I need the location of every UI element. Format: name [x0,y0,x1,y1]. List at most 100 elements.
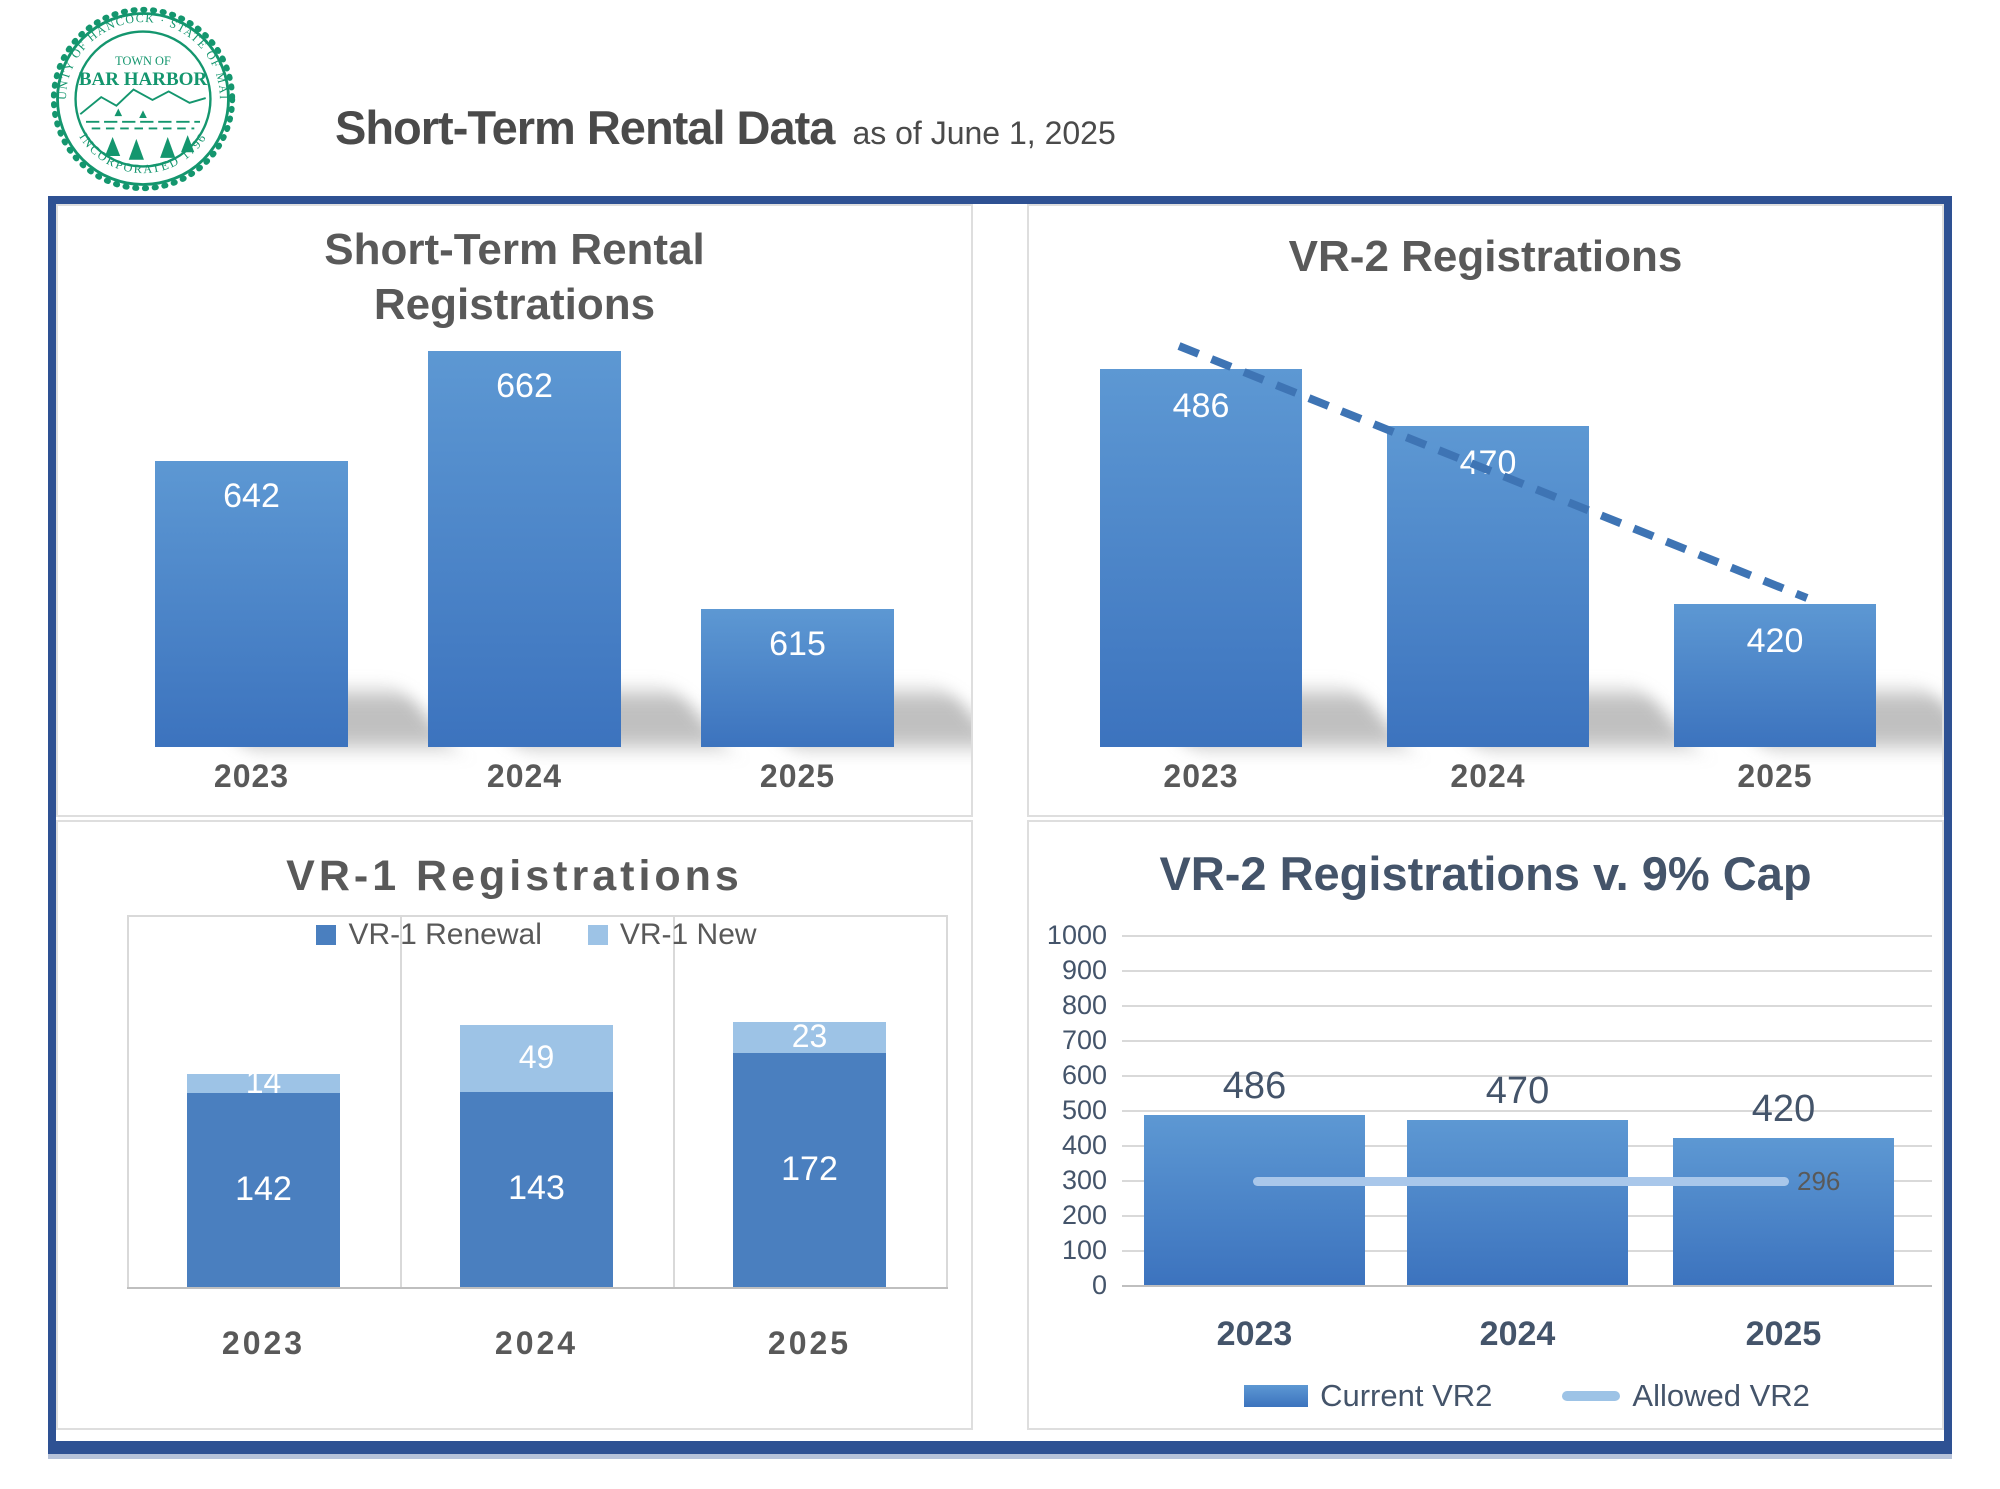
horizontal-gridline [1122,1075,1932,1077]
axis-label-2025: 2025 [1745,1315,1822,1353]
chart-panel-vr1-registrations: VR-1 Registrations 142 14 2023 143 49 2024 172… [56,820,973,1430]
allowed-vr2-value-label: 296 [1797,1166,1841,1196]
horizontal-gridline [1122,1005,1932,1007]
vertical-gridline [946,915,948,1287]
vertical-gridline [400,915,402,1287]
data-label: 486 [1172,387,1230,425]
vr2-registrations-chart: 486 2023 470 2024 420 2025 [1029,206,1942,815]
data-label: 642 [223,477,280,515]
legend-item-current-vr2: Current VR2 [1244,1378,1492,1414]
data-label: 470 [1459,444,1517,482]
data-label: 143 [508,1169,565,1207]
page-title: Short-Term Rental Data [335,101,835,154]
legend-item-vr1-new: VR-1 New [587,918,757,952]
plot-top-border [127,915,946,917]
chart-panel-str-registrations: Short-Term Rental Registrations 642 2023 6… [56,204,973,817]
data-label: 662 [496,367,553,405]
seal-trees-art [105,108,195,160]
data-label: 486 [1222,1065,1287,1107]
data-label: 49 [518,1039,555,1075]
current-vr2-swatch-icon [1244,1385,1309,1407]
header: Short-Term Rental Data as of June 1, 202… [335,100,1116,155]
vr1-legend: VR-1 Renewal VR-1 New [127,918,946,952]
legend-label: VR-1 Renewal [348,918,542,951]
bar-2024 [1407,1120,1628,1285]
axis-label-2025: 2025 [1737,758,1813,794]
y-tick-label: 800 [1061,990,1107,1020]
bar-2025-renewal [733,1053,886,1287]
data-label: 142 [235,1170,292,1208]
axis-label-2024: 2024 [1479,1315,1556,1353]
data-label: 615 [769,625,826,663]
axis-label-2023: 2023 [1216,1315,1293,1353]
chart-title: VR-2 Registrations v. 9% Cap [1159,847,1812,900]
data-label: 172 [781,1150,838,1188]
chart-title: Short-Term Rental Registrations [324,225,705,329]
bar-2023 [1144,1115,1365,1285]
legend-label: Allowed VR2 [1632,1378,1810,1413]
seal-inner-ring [74,30,212,168]
y-tick-label: 100 [1061,1235,1107,1265]
y-tick-label: 500 [1061,1095,1107,1125]
vertical-gridline [673,915,675,1287]
seal-mountain-art [79,88,206,130]
vr1-new-swatch-icon [587,925,608,945]
legend-item-vr1-renewal: VR-1 Renewal [316,918,542,952]
data-label: 23 [791,1018,828,1054]
chart-panel-vr2-registrations: VR-2 Registrations 486 2023 470 2024 420 2025 [1027,204,1944,817]
bar-2023-renewal [187,1093,340,1287]
legend-label: Current VR2 [1320,1378,1493,1413]
vr2-vs-cap-chart: 0 100 200 300 400 500 600 700 800 900 1000 486 2023 4… [1029,822,1942,1428]
y-tick-label: 900 [1061,955,1107,985]
page-subtitle: as of June 1, 2025 [852,115,1116,151]
seal-town-of-text: TOWN OF [115,54,171,68]
y-tick-label: 400 [1061,1130,1107,1160]
axis-label-2024: 2024 [486,758,563,794]
vertical-gridline [127,915,129,1287]
bar-2025-new [733,1022,886,1053]
horizontal-gridline [1122,970,1932,972]
horizontal-gridline [1122,935,1932,937]
seal-scallop-ring [50,6,236,192]
allowed-vr2-line [1253,1177,1789,1186]
horizontal-gridline [1122,1285,1932,1287]
data-label: 420 [1751,1088,1816,1130]
chart-title: VR-1 Registrations [286,852,743,900]
vr1-renewal-swatch-icon [316,925,337,945]
y-tick-label: 600 [1061,1060,1107,1090]
bar-2025 [701,609,894,747]
axis-label-2023: 2023 [221,1325,306,1361]
bar-2023 [155,461,348,747]
axis-label-2024: 2024 [494,1325,579,1361]
y-tick-label: 0 [1091,1270,1107,1300]
legend-label: VR-1 New [619,918,757,951]
seal-bar-harbor-text: BAR HARBOR [79,69,208,90]
bar-2025 [1674,604,1876,747]
axis-label-2024: 2024 [1450,758,1526,794]
chart-panel-vr2-vs-cap: VR-2 Registrations v. 9% Cap 0 100 200 300 4… [1027,820,1944,1430]
y-tick-label: 1000 [1046,920,1107,950]
y-tick-label: 200 [1061,1200,1107,1230]
data-label: 14 [245,1064,282,1100]
y-tick-label: 700 [1061,1025,1107,1055]
bar-2024-new [460,1025,613,1092]
town-seal-logo: COUNTY OF HANCOCK · STATE OF MAINE INCOR… [48,4,236,192]
allowed-vr2-swatch-icon [1562,1391,1621,1401]
bar-2024-renewal [460,1092,613,1287]
chart-title: VR-2 Registrations [1288,232,1683,281]
data-label: 420 [1746,622,1804,660]
legend-item-allowed-vr2: Allowed VR2 [1562,1378,1810,1414]
axis-label-2025: 2025 [767,1325,852,1361]
dashboard-frame: Short-Term Rental Registrations 642 2023 6… [48,196,1952,1454]
data-label: 470 [1485,1070,1550,1112]
horizontal-gridline [1122,1040,1932,1042]
axis-label-2025: 2025 [759,758,836,794]
horizontal-gridline [1122,1110,1932,1112]
bar-2024 [428,351,621,747]
bar-2025 [1673,1138,1894,1285]
axis-label-2023: 2023 [213,758,290,794]
bar-2023-new [187,1074,340,1093]
y-tick-label: 300 [1061,1165,1107,1195]
vr1-registrations-chart: 142 14 2023 143 49 2024 172 23 2025 [58,822,971,1428]
